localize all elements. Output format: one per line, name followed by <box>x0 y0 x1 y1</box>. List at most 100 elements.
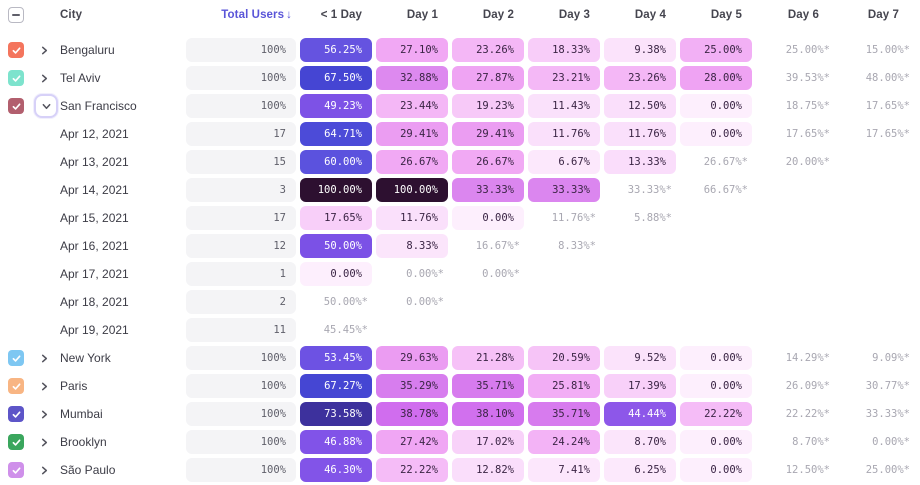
incomplete-value: 11.76%* <box>551 212 596 224</box>
row-checkbox[interactable] <box>8 42 24 58</box>
expand-chevron-icon[interactable] <box>34 432 54 452</box>
retention-pill[interactable]: 0.00% <box>680 122 752 146</box>
retention-pill[interactable]: 18.33% <box>528 38 600 62</box>
retention-cell-day-7 <box>840 204 920 232</box>
retention-pill[interactable]: 28.00% <box>680 66 752 90</box>
retention-pill[interactable]: 17.02% <box>452 430 524 454</box>
retention-pill[interactable]: 56.25% <box>300 38 372 62</box>
retention-pill[interactable]: 44.44% <box>604 402 676 426</box>
retention-pill[interactable]: 0.00% <box>680 94 752 118</box>
retention-pill[interactable]: 20.59% <box>528 346 600 370</box>
retention-pill[interactable]: 26.67% <box>452 150 524 174</box>
retention-pill[interactable]: 27.42% <box>376 430 448 454</box>
retention-pill[interactable]: 11.76% <box>604 122 676 146</box>
retention-cell-day-6 <box>756 316 840 344</box>
retention-pill[interactable]: 24.24% <box>528 430 600 454</box>
retention-pill[interactable]: 27.10% <box>376 38 448 62</box>
retention-pill[interactable]: 25.81% <box>528 374 600 398</box>
incomplete-value: 5.88%* <box>634 212 672 224</box>
row-checkbox[interactable] <box>8 378 24 394</box>
row-checkbox[interactable] <box>8 462 24 478</box>
retention-cell-day-3 <box>528 260 604 288</box>
retention-pill[interactable]: 0.00% <box>680 430 752 454</box>
retention-pill[interactable]: 8.33% <box>376 234 448 258</box>
total-users-value: 15 <box>186 150 296 174</box>
expand-chevron-icon[interactable] <box>34 40 54 60</box>
retention-pill[interactable]: 17.39% <box>604 374 676 398</box>
retention-pill[interactable]: 33.33% <box>452 178 524 202</box>
row-checkbox[interactable] <box>8 406 24 422</box>
retention-pill[interactable]: 67.50% <box>300 66 372 90</box>
retention-pill[interactable]: 22.22% <box>376 458 448 482</box>
retention-pill[interactable]: 6.67% <box>528 150 600 174</box>
row-checkbox[interactable] <box>8 98 24 114</box>
row-checkbox-cell <box>8 42 34 58</box>
column-header-total-users[interactable]: Total Users ↓ <box>186 9 300 21</box>
check-icon <box>12 102 20 110</box>
retention-pill[interactable]: 0.00% <box>680 458 752 482</box>
retention-pill[interactable]: 46.30% <box>300 458 372 482</box>
retention-cell-day-1: 11.76% <box>376 204 452 232</box>
row-checkbox[interactable] <box>8 434 24 450</box>
retention-cell-day-2 <box>452 316 528 344</box>
retention-pill[interactable]: 11.43% <box>528 94 600 118</box>
retention-pill[interactable]: 0.00% <box>680 346 752 370</box>
incomplete-value: 17.65%* <box>865 128 910 140</box>
expand-chevron-icon[interactable] <box>34 348 54 368</box>
retention-pill[interactable]: 11.76% <box>528 122 600 146</box>
retention-pill[interactable]: 29.41% <box>452 122 524 146</box>
retention-pill[interactable]: 35.71% <box>452 374 524 398</box>
retention-pill[interactable]: 38.78% <box>376 402 448 426</box>
expand-chevron-icon[interactable] <box>34 376 54 396</box>
retention-pill[interactable]: 13.33% <box>604 150 676 174</box>
expand-chevron-icon[interactable] <box>34 68 54 88</box>
retention-pill[interactable]: 32.88% <box>376 66 448 90</box>
retention-pill[interactable]: 73.58% <box>300 402 372 426</box>
expand-chevron-icon[interactable] <box>34 460 54 480</box>
retention-pill[interactable]: 0.00% <box>300 262 372 286</box>
row-checkbox[interactable] <box>8 70 24 86</box>
retention-pill[interactable]: 12.50% <box>604 94 676 118</box>
retention-pill[interactable]: 22.22% <box>680 402 752 426</box>
retention-pill[interactable]: 23.26% <box>604 66 676 90</box>
retention-pill[interactable]: 100.00% <box>376 178 448 202</box>
retention-pill[interactable]: 46.88% <box>300 430 372 454</box>
retention-cell-day-0: 45.45%* <box>300 316 376 344</box>
retention-pill[interactable]: 64.71% <box>300 122 372 146</box>
retention-pill[interactable]: 23.26% <box>452 38 524 62</box>
retention-pill[interactable]: 8.70% <box>604 430 676 454</box>
retention-pill[interactable]: 67.27% <box>300 374 372 398</box>
retention-pill[interactable]: 35.71% <box>528 402 600 426</box>
retention-pill[interactable]: 9.52% <box>604 346 676 370</box>
retention-pill[interactable]: 11.76% <box>376 206 448 230</box>
retention-pill[interactable]: 9.38% <box>604 38 676 62</box>
retention-pill[interactable]: 60.00% <box>300 150 372 174</box>
collapse-chevron-icon[interactable] <box>34 94 58 118</box>
retention-pill[interactable]: 38.10% <box>452 402 524 426</box>
retention-pill[interactable]: 50.00% <box>300 234 372 258</box>
retention-pill[interactable]: 26.67% <box>376 150 448 174</box>
retention-pill[interactable]: 7.41% <box>528 458 600 482</box>
retention-pill[interactable]: 19.23% <box>452 94 524 118</box>
retention-pill[interactable]: 53.45% <box>300 346 372 370</box>
retention-pill[interactable]: 23.44% <box>376 94 448 118</box>
retention-pill[interactable]: 12.82% <box>452 458 524 482</box>
retention-pill[interactable]: 0.00% <box>452 206 524 230</box>
retention-pill[interactable]: 21.28% <box>452 346 524 370</box>
retention-pill[interactable]: 29.41% <box>376 122 448 146</box>
row-checkbox[interactable] <box>8 350 24 366</box>
retention-pill[interactable]: 0.00% <box>680 374 752 398</box>
check-icon <box>12 74 20 82</box>
retention-pill[interactable]: 25.00% <box>680 38 752 62</box>
retention-pill[interactable]: 33.33% <box>528 178 600 202</box>
retention-pill[interactable]: 17.65% <box>300 206 372 230</box>
retention-pill[interactable]: 49.23% <box>300 94 372 118</box>
retention-pill[interactable]: 100.00% <box>300 178 372 202</box>
expand-chevron-icon[interactable] <box>34 404 54 424</box>
retention-pill[interactable]: 35.29% <box>376 374 448 398</box>
retention-pill[interactable]: 29.63% <box>376 346 448 370</box>
retention-pill[interactable]: 6.25% <box>604 458 676 482</box>
select-all-checkbox[interactable] <box>8 7 24 23</box>
retention-pill[interactable]: 23.21% <box>528 66 600 90</box>
retention-pill[interactable]: 27.87% <box>452 66 524 90</box>
